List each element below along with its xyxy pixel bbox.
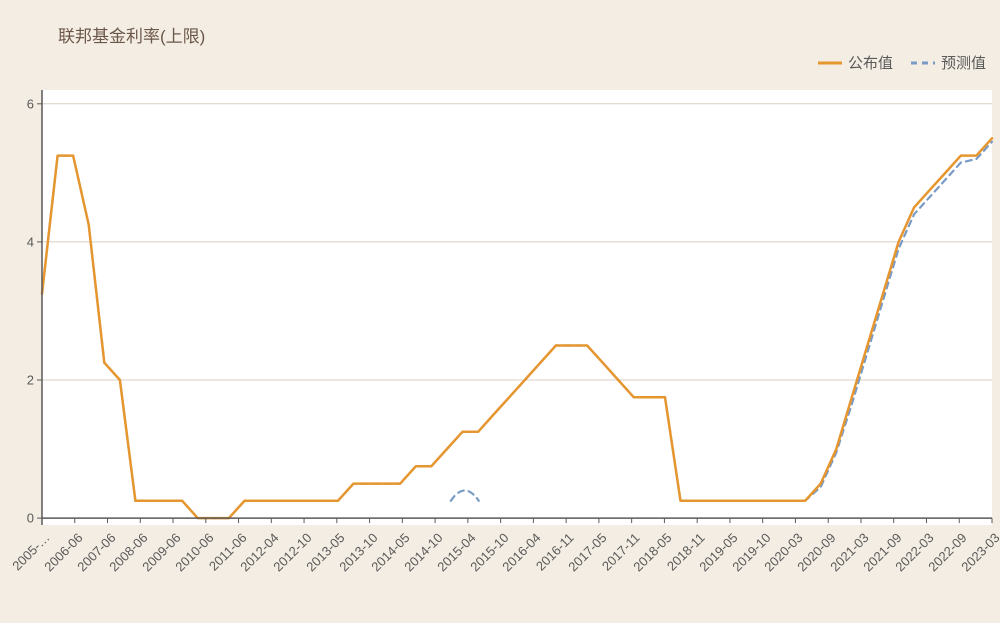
chart-container: 联邦基金利率(上限) 公布值预测值 02462005-…2006-062007-… xyxy=(0,0,1000,623)
chart-title: 联邦基金利率(上限) xyxy=(58,22,205,47)
legend-item-forecast: 预测值 xyxy=(911,52,986,73)
y-tick-label: 2 xyxy=(27,373,34,388)
legend-swatch xyxy=(911,58,935,68)
legend-swatch xyxy=(818,58,842,68)
y-tick-label: 0 xyxy=(27,511,34,526)
legend: 公布值 预测值 xyxy=(818,52,986,73)
legend-label: 预测值 xyxy=(941,52,986,73)
legend-label: 公布值 xyxy=(848,52,893,73)
legend-item-actual: 公布值 xyxy=(818,52,893,73)
y-tick-label: 6 xyxy=(27,96,34,111)
y-tick-label: 4 xyxy=(27,234,34,249)
